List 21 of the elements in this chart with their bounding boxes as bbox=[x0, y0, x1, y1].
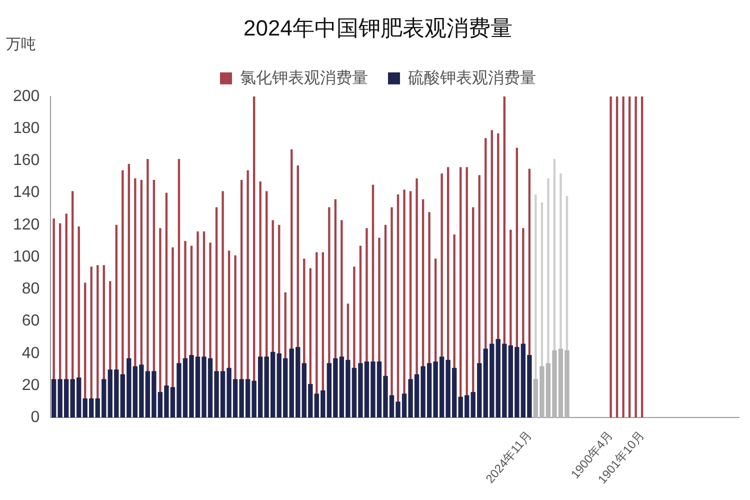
bar bbox=[622, 96, 624, 418]
y-tick-label: 20 bbox=[22, 376, 40, 394]
bar bbox=[628, 96, 631, 418]
bar bbox=[640, 96, 644, 418]
y-tick-label: 0 bbox=[30, 409, 40, 426]
y-tick-label: 160 bbox=[12, 152, 40, 170]
y-tick-label: 40 bbox=[22, 344, 40, 362]
bar bbox=[634, 96, 637, 418]
y-tick-label: 120 bbox=[12, 216, 40, 234]
bar bbox=[610, 96, 612, 418]
legend-label: 氯化钾表观消费量 bbox=[240, 68, 368, 87]
y-tick-label: 80 bbox=[22, 280, 40, 298]
bar bbox=[616, 96, 618, 418]
y-tick-label: 60 bbox=[22, 312, 40, 330]
y-tick-label: 180 bbox=[12, 120, 40, 137]
y-tick-label: 200 bbox=[12, 88, 40, 105]
y-tick-label: 140 bbox=[12, 184, 40, 202]
legend-label: 硫酸钾表观消费量 bbox=[408, 68, 536, 87]
chart-title: 2024年中国钾肥表观消费量 bbox=[244, 15, 512, 40]
y-axis-title: 万吨 bbox=[6, 36, 36, 54]
y-tick-label: 100 bbox=[12, 248, 40, 266]
